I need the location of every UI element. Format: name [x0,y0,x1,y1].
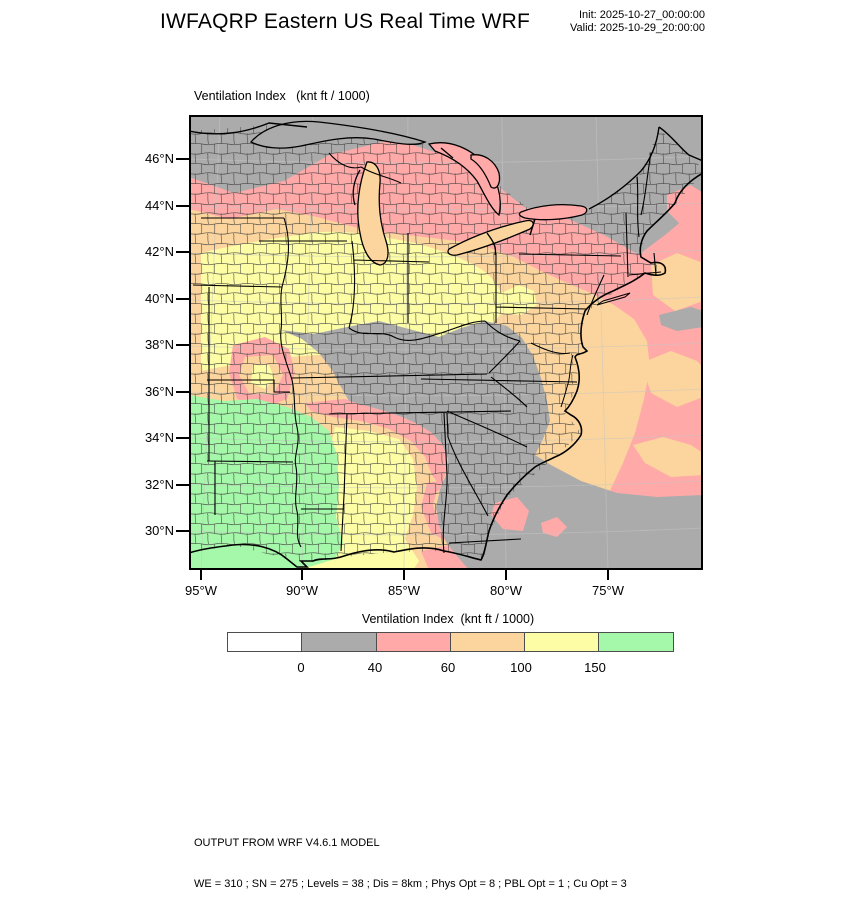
lat-tick-label: 36°N [144,384,174,399]
lon-tick [301,570,303,580]
canada-border [188,122,704,256]
lon-tick-label: 90°W [286,583,318,598]
lon-tick-label: 85°W [388,583,420,598]
model-info: OUTPUT FROM WRF V4.6.1 MODEL WE = 310 ; … [194,810,627,905]
lat-tick-label: 32°N [144,477,174,492]
page-title: IWFAQRP Eastern US Real Time WRF [159,10,531,33]
legend-title: Ventilation Index (knt ft / 1000) [361,612,535,626]
lon-tick [505,570,507,580]
legend-swatch-100-150 [524,632,600,652]
lat-tick-label: 40°N [144,291,174,306]
chesapeake-bay [560,354,574,408]
lat-tick-label: 38°N [144,337,174,352]
lat-tick [176,251,189,253]
lat-tick-label: 34°N [144,430,174,445]
legend-swatch-0-40 [301,632,377,652]
lon-tick-label: 95°W [185,583,217,598]
legend-tick-label: 60 [440,660,456,675]
lon-tick [607,570,609,580]
lat-tick [176,437,189,439]
lon-tick-label: 80°W [490,583,522,598]
model-info-line2: WE = 310 ; SN = 275 ; Levels = 38 ; Dis … [194,877,627,890]
map-frame [188,114,704,571]
lat-tick [176,344,189,346]
county-texture [189,125,703,563]
field-label: Ventilation Index (knt ft / 1000) [194,89,370,103]
legend-tick-label: 0 [297,660,305,675]
long-island [596,292,631,306]
legend-swatch-60-100 [449,632,526,652]
legend-colorbar [227,632,674,652]
init-time: Init: 2025-10-27_00:00:00 [579,9,705,21]
model-info-line1: OUTPUT FROM WRF V4.6.1 MODEL [194,837,380,849]
lat-tick-label: 46°N [144,151,174,166]
lon-tick-label: 75°W [592,583,624,598]
legend-swatch-below-0 [227,632,303,652]
run-times: Init: 2025-10-27_00:00:00 Valid: 2025-10… [570,9,705,35]
legend-tick-label: 40 [367,660,383,675]
valid-time: Valid: 2025-10-29_20:00:00 [570,22,705,34]
map-border [189,115,703,570]
wrf-map [188,114,704,571]
lat-tick-label: 42°N [144,244,174,259]
coastline [188,172,704,568]
great-lakes [249,120,588,266]
lat-tick [176,530,189,532]
lat-tick [176,205,189,207]
legend-swatch-40-60 [375,632,451,652]
state-borders-layer [192,152,662,554]
lat-tick [176,484,189,486]
page-root: { "header": { "title": "IWFAQRP Eastern … [144,9,705,890]
lat-tick-label: 30°N [144,523,174,538]
legend-tick-label: 150 [584,660,606,675]
lat-tick-label: 44°N [144,198,174,213]
legend-tick-label: 100 [510,660,532,675]
lat-tick [176,158,189,160]
lon-tick [403,570,405,580]
legend-swatch-above-150 [598,632,674,652]
lat-tick [176,391,189,393]
lat-tick [176,298,189,300]
lon-tick [200,570,202,580]
